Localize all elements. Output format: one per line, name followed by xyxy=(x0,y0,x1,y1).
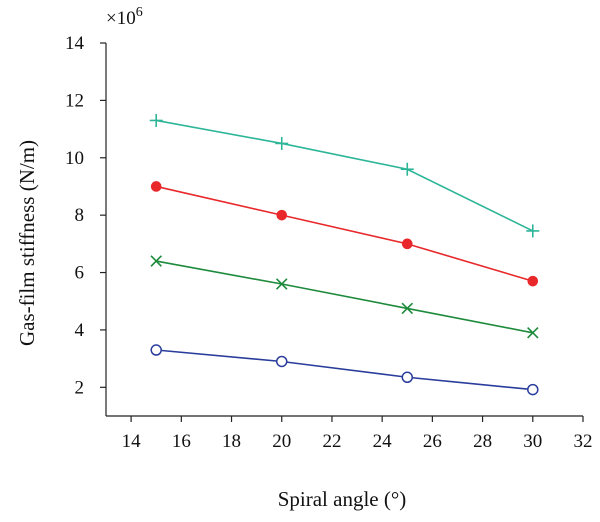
y-multiplier: ×106 xyxy=(106,5,143,29)
series-3 xyxy=(150,255,539,339)
circle-marker xyxy=(401,371,414,384)
x-marker xyxy=(401,302,414,315)
series-line xyxy=(156,260,533,334)
y-axis-label: Gas-film stiffness (N/m) xyxy=(15,140,39,346)
plot-frame xyxy=(105,43,583,417)
plus-marker xyxy=(275,136,289,150)
plus-marker xyxy=(526,224,540,238)
y-tick-label: 4 xyxy=(75,320,85,341)
series-1 xyxy=(149,113,540,238)
x-tick-label: 18 xyxy=(222,431,241,452)
x-tick-label: 26 xyxy=(423,431,442,452)
plus-marker xyxy=(400,162,414,176)
y-tick-label: 14 xyxy=(65,33,85,54)
x-tick-label: 14 xyxy=(122,431,142,452)
y-tick-label: 2 xyxy=(75,377,85,398)
x-marker xyxy=(527,327,539,339)
series-line xyxy=(156,185,534,282)
y-multiplier-exponent: 6 xyxy=(136,5,143,20)
circle-marker xyxy=(527,383,539,396)
y-tick-label: 6 xyxy=(75,263,85,284)
dot-marker xyxy=(150,181,162,192)
y-tick-label: 8 xyxy=(75,205,85,226)
x-marker xyxy=(275,278,288,290)
series-2 xyxy=(150,181,539,287)
x-tick-label: 22 xyxy=(322,431,341,452)
y-tick-label: 10 xyxy=(65,148,84,169)
dot-marker xyxy=(276,209,288,221)
x-axis-label: Spiral angle (°) xyxy=(278,487,407,511)
x-marker xyxy=(150,255,162,267)
dot-marker xyxy=(401,238,413,250)
x-tick-label: 28 xyxy=(473,431,492,452)
x-tick-label: 30 xyxy=(523,431,542,452)
series-line xyxy=(156,119,534,232)
series-line xyxy=(156,349,533,391)
x-axis-ticks: 14 16 18 20 22 24 26 28 30 32 xyxy=(122,416,593,452)
y-tick-label: 12 xyxy=(65,90,84,111)
circle-marker xyxy=(150,344,162,356)
x-tick-label: 24 xyxy=(373,431,393,452)
x-tick-label: 16 xyxy=(172,431,191,452)
series-4 xyxy=(150,344,539,396)
x-tick-label: 32 xyxy=(574,431,593,452)
series-layer xyxy=(149,113,540,396)
plus-marker xyxy=(149,113,163,127)
x-tick-label: 20 xyxy=(272,431,291,452)
circle-marker xyxy=(275,355,288,368)
dot-marker xyxy=(527,275,539,287)
y-axis-ticks: 2 4 6 8 10 12 14 xyxy=(65,33,106,398)
y-multiplier-base: ×10 xyxy=(106,8,136,29)
